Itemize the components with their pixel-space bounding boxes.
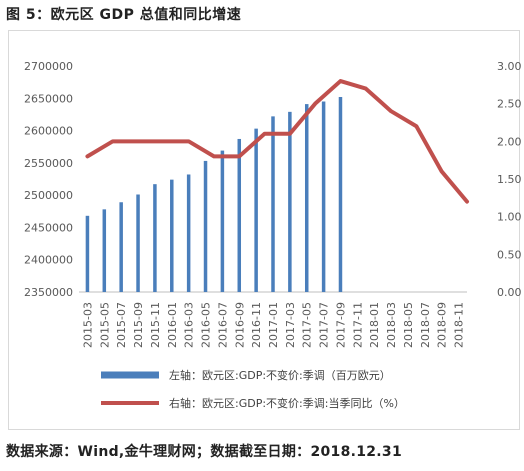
bar-series xyxy=(85,96,343,293)
x-axis-tick-label: 2018-03 xyxy=(385,302,398,348)
gdp-bar xyxy=(136,194,140,292)
chart-legend: 左轴：欧元区:GDP:不变价:季调（百万欧元） 右轴：欧元区:GDP:不变价:季调… xyxy=(101,368,405,410)
gdp-bar xyxy=(288,111,292,293)
x-axis-tick-label: 2017-09 xyxy=(334,302,347,348)
gdp-bar xyxy=(85,215,90,292)
x-axis-tick-label: 2017-03 xyxy=(284,302,297,348)
gdp-bar xyxy=(237,138,242,292)
x-axis-tick-label: 2016-09 xyxy=(233,302,246,348)
x-axis-tick-label: 2015-05 xyxy=(98,302,111,348)
left-axis-tick-label: 2400000 xyxy=(24,254,73,267)
right-axis-tick-label: 0.50 xyxy=(497,248,521,261)
x-axis-tick-label: 2018-11 xyxy=(453,302,466,348)
x-axis-tick-label: 2015-03 xyxy=(81,302,94,348)
gdp-bar xyxy=(338,96,343,292)
gdp-bar xyxy=(271,116,275,292)
x-axis-tick-label: 2018-01 xyxy=(368,302,381,348)
x-axis-tick-label: 2017-01 xyxy=(267,302,280,348)
chart-frame: 2350000 2400000 2450000 2500000 2550000 26000… xyxy=(8,30,521,430)
legend-line-label: 右轴：欧元区:GDP:不变价:季调:当季同比（%） xyxy=(169,396,405,410)
x-axis-tick-label: 2015-07 xyxy=(115,302,128,348)
x-axis-tick-label: 2017-05 xyxy=(301,302,314,348)
gdp-bar xyxy=(220,150,225,292)
gdp-bar xyxy=(203,160,208,292)
x-axis-tick-label: 2018-05 xyxy=(402,302,415,348)
source-note: 数据来源：Wind,金牛理财网；数据截至日期：2018.12.31 xyxy=(6,444,403,460)
right-axis-tick-label: 2.00 xyxy=(497,135,521,148)
x-axis-tick-label: 2016-11 xyxy=(250,302,263,348)
x-axis-tick-label: 2017-11 xyxy=(351,302,364,348)
chart-canvas: 2350000 2400000 2450000 2500000 2550000 26000… xyxy=(24,60,521,410)
yoy-growth-line xyxy=(85,79,469,204)
right-axis-tick-label: 0.00 xyxy=(497,286,521,299)
right-axis-tick-label: 3.00 xyxy=(497,60,521,73)
left-axis-tick-label: 2650000 xyxy=(24,92,73,105)
gdp-bar xyxy=(321,101,326,292)
x-axis-tick-label: 2018-07 xyxy=(419,302,432,348)
left-axis-tick-label: 2700000 xyxy=(24,60,73,73)
gdp-bar xyxy=(254,128,258,292)
left-axis-tick-label: 2450000 xyxy=(24,221,73,234)
gdp-bar xyxy=(170,179,174,292)
gdp-bar xyxy=(186,174,191,292)
left-axis-tick-label: 2350000 xyxy=(24,286,73,299)
x-axis-tick-label: 2018-09 xyxy=(436,302,449,348)
gdp-bar xyxy=(153,184,157,292)
right-axis-tick-label: 2.50 xyxy=(497,98,521,111)
right-axis-tick-label: 1.50 xyxy=(497,173,521,186)
gdp-bar xyxy=(119,202,123,292)
left-axis-tick-label: 2500000 xyxy=(24,189,73,202)
figure-title: 图 5：欧元区 GDP 总值和同比增速 xyxy=(6,7,242,23)
x-axis-tick-label: 2015-11 xyxy=(149,302,162,348)
x-axis-tick-label: 2016-05 xyxy=(200,302,213,348)
line-series xyxy=(85,79,469,204)
x-axis-tick-label: 2016-01 xyxy=(166,302,179,348)
x-axis-tick-label: 2016-07 xyxy=(216,302,229,348)
x-axis-tick-label: 2016-03 xyxy=(183,302,196,348)
left-axis-tick-label: 2550000 xyxy=(24,157,73,170)
x-axis-tick-label: 2017-07 xyxy=(318,302,331,348)
chart-axes: 2350000 2400000 2450000 2500000 2550000 26000… xyxy=(24,60,521,348)
x-axis-tick-label: 2015-09 xyxy=(132,302,145,348)
legend-bar-label: 左轴：欧元区:GDP:不变价:季调（百万欧元） xyxy=(169,368,391,382)
right-axis-tick-label: 1.00 xyxy=(497,211,521,224)
left-axis-tick-label: 2600000 xyxy=(24,125,73,138)
gdp-bar xyxy=(304,104,309,293)
gdp-bar xyxy=(102,209,107,292)
